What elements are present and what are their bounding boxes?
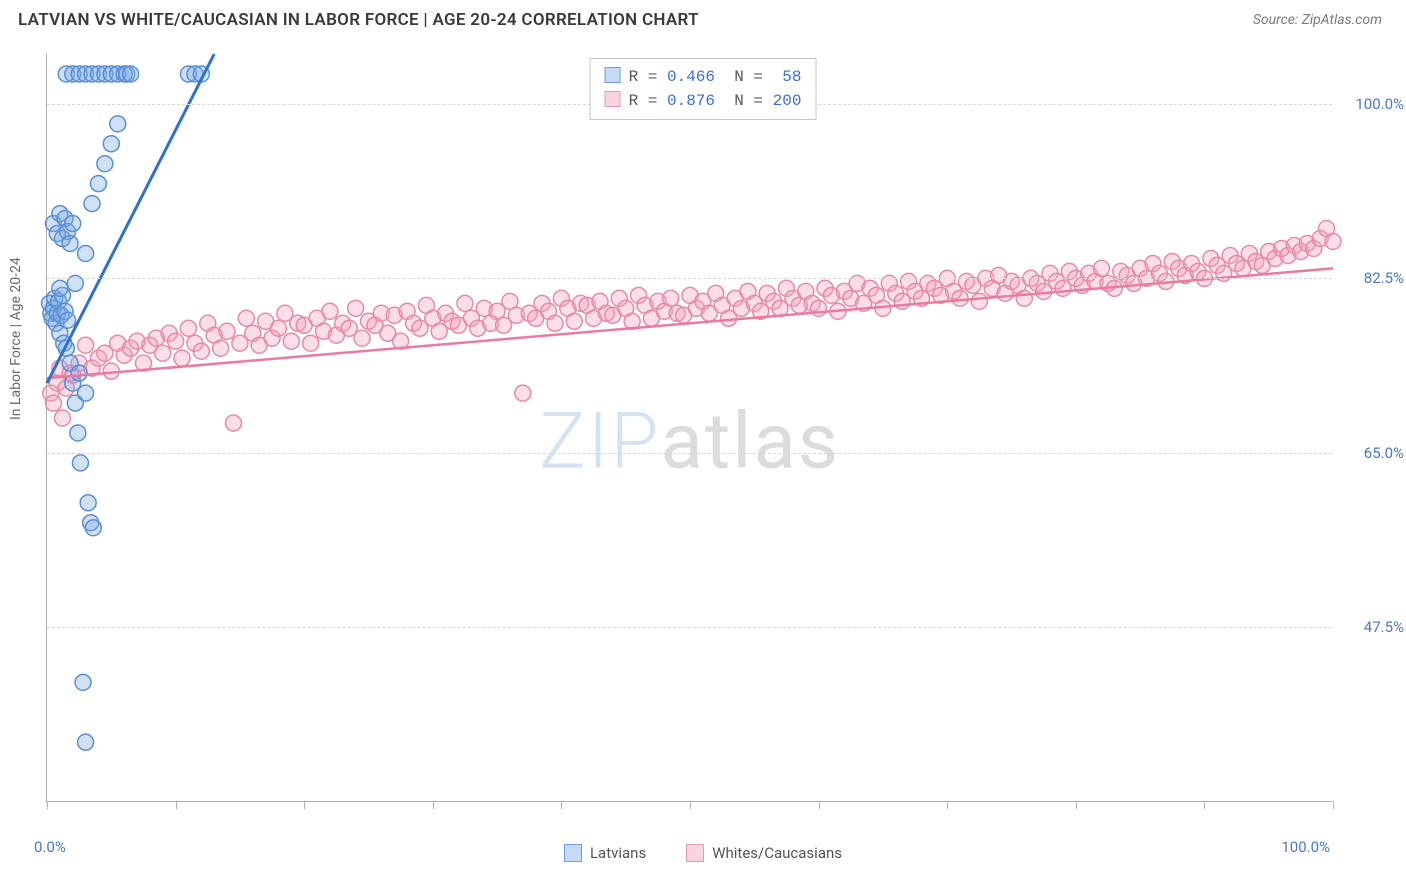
y-tick-label: 47.5% [1364,618,1404,636]
legend-item-blue: Latvians [564,844,646,862]
chart-title: LATVIAN VS WHITE/CAUCASIAN IN LABOR FORC… [18,10,699,30]
scatter-plot-svg [47,54,1332,801]
y-axis-label: In Labor Force | Age 20-24 [8,257,24,420]
swatch-blue [564,844,582,862]
legend-bottom: Latvians Whites/Caucasians [0,844,1406,862]
swatch-pink [686,844,704,862]
y-tick-label: 82.5% [1364,269,1404,287]
plot-area: ZIPatlas 47.5%65.0%82.5%100.0% [46,54,1332,802]
correlation-row-blue: R = 0.466 N = 58 [605,65,802,89]
legend-label-blue: Latvians [590,844,646,862]
source-attribution: Source: ZipAtlas.com [1253,12,1382,28]
y-tick-label: 65.0% [1364,444,1404,462]
correlation-row-pink: R = 0.876 N = 200 [605,89,802,113]
correlation-legend-box: R = 0.466 N = 58 R = 0.876 N = 200 [590,58,817,120]
legend-item-pink: Whites/Caucasians [686,844,842,862]
chart-header: LATVIAN VS WHITE/CAUCASIAN IN LABOR FORC… [0,0,1406,36]
y-tick-label: 100.0% [1355,95,1404,113]
legend-label-pink: Whites/Caucasians [712,844,842,862]
